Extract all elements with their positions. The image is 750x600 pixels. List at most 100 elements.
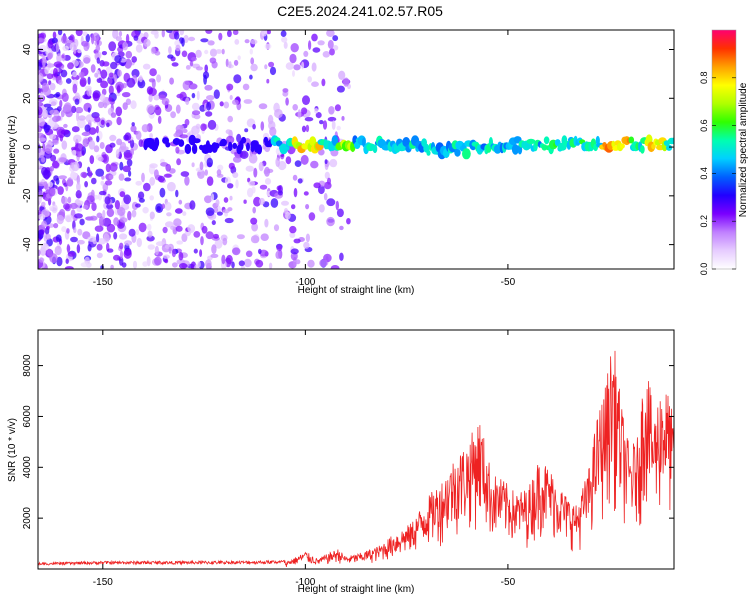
spectrogram-cell	[193, 248, 198, 254]
spectrogram-cell	[99, 190, 107, 196]
spectrogram-cell	[41, 166, 48, 176]
spectrogram-cell	[204, 64, 208, 73]
spectrogram-axes: -150 -100 -50 -40 -20 0 20 40	[22, 30, 674, 288]
spectrogram-cell	[143, 182, 151, 192]
spectrogram-cell	[38, 44, 47, 53]
spectrogram-cell	[142, 261, 148, 267]
spectrogram-cell	[301, 61, 305, 70]
spectrogram-cell	[292, 104, 299, 111]
spectrogram-cell	[232, 172, 239, 178]
spectrogram-cell	[244, 39, 250, 44]
spectrogram-cell	[99, 93, 106, 102]
spectrogram-cell	[38, 132, 44, 139]
spectrogram-cell	[319, 120, 324, 125]
spectrogram-cell	[213, 233, 219, 239]
spectrogram-cell	[225, 135, 235, 144]
spectrogram-cell	[162, 254, 170, 259]
spectrogram-cell	[243, 99, 253, 104]
spectrogram-cell	[110, 264, 114, 269]
spectrogram-cell	[292, 70, 295, 77]
spectrogram-cell	[135, 130, 142, 140]
spectrogram-cell	[314, 108, 319, 114]
colorbar-tick-label: 0.0	[699, 263, 709, 276]
spectrogram-cell	[119, 242, 124, 250]
spectrogram-cell	[175, 146, 180, 154]
spectrogram-cell	[238, 260, 245, 267]
spectrogram-cell	[117, 69, 122, 77]
spectrogram-cell	[526, 138, 536, 145]
spectrogram-cell	[319, 259, 328, 268]
spectrogram-cell	[181, 50, 188, 58]
spectrogram-cell	[44, 66, 50, 75]
spectrogram-cell	[105, 180, 113, 186]
spectrogram-cell	[275, 250, 281, 259]
spectrogram-cell	[61, 140, 68, 150]
spectrogram-cell	[204, 84, 213, 91]
spectrogram-cell	[64, 266, 74, 269]
spectrogram-cell	[62, 45, 69, 51]
spectrogram-cell	[283, 41, 288, 49]
spectrogram-cell	[127, 210, 132, 221]
spectrogram-cell	[264, 43, 272, 50]
spectrogram-cell	[85, 33, 91, 43]
spectrogram-cell	[106, 203, 114, 210]
spectrogram-cell	[53, 67, 58, 78]
spectrogram-cell	[43, 103, 52, 108]
spectrogram-cell	[402, 137, 411, 147]
spectrogram-cell	[49, 82, 56, 91]
spectrogram-cell	[165, 221, 174, 228]
spectrogram-cell	[108, 41, 117, 52]
y-tick-label: -20	[22, 188, 33, 203]
spectrogram-cell	[269, 66, 277, 76]
spectrogram-cell	[338, 70, 346, 81]
spectrogram-cell	[96, 243, 103, 251]
spectrogram-cell	[69, 202, 78, 210]
spectrogram-cell	[215, 49, 222, 54]
spectrogram-cell	[73, 44, 77, 54]
spectrogram-cell	[154, 137, 160, 148]
spectrogram-cell	[188, 83, 198, 90]
spectrogram-cell	[138, 75, 143, 83]
spectrogram-cell	[79, 79, 87, 88]
spectrogram-cell	[76, 111, 80, 122]
spectrogram-cell	[79, 218, 85, 226]
spectrogram-cell	[38, 106, 43, 116]
spectrogram-cell	[264, 64, 268, 70]
spectrogram-cell	[38, 101, 44, 107]
spectrogram-cell	[65, 179, 74, 187]
spectrogram-cell	[53, 93, 60, 98]
spectrogram-cell	[261, 30, 268, 37]
spectrogram-cell	[185, 65, 191, 70]
spectrogram-cell	[225, 129, 232, 135]
spectrogram-cell	[346, 218, 351, 225]
spectrogram-cell	[101, 51, 107, 56]
spectrogram-cell	[175, 124, 184, 133]
spectrogram-cell	[136, 237, 142, 248]
spectrogram-cell	[293, 187, 298, 198]
spectrogram-cell	[61, 35, 68, 44]
spectrogram-cell	[89, 215, 98, 221]
spectrogram-cell	[253, 167, 258, 178]
spectrogram-cell	[155, 241, 165, 247]
spectrogram-cell	[174, 39, 181, 47]
spectrogram-cell	[330, 265, 340, 269]
spectrogram-cell	[331, 120, 336, 130]
spectrogram-cell	[91, 202, 97, 212]
spectrogram-cell	[236, 234, 245, 240]
spectrogram-cell	[118, 173, 125, 181]
spectrogram-cell	[251, 222, 258, 232]
spectrogram-cell	[54, 245, 62, 256]
spectrogram-cell	[217, 164, 224, 171]
spectrogram-cell	[323, 193, 328, 201]
spectrogram-cell	[205, 207, 215, 216]
spectrogram-cell	[76, 182, 81, 192]
spectrogram-cell	[107, 78, 113, 85]
spectrogram-cell	[303, 50, 309, 58]
spectrogram-cell	[38, 117, 45, 127]
spectrogram-cell	[169, 77, 175, 85]
spectrogram-cell	[312, 47, 321, 53]
spectrogram-cell	[146, 104, 155, 114]
spectrogram-cell	[223, 197, 229, 203]
spectrogram-cell	[75, 190, 82, 199]
x-tick-label: -50	[501, 277, 516, 288]
